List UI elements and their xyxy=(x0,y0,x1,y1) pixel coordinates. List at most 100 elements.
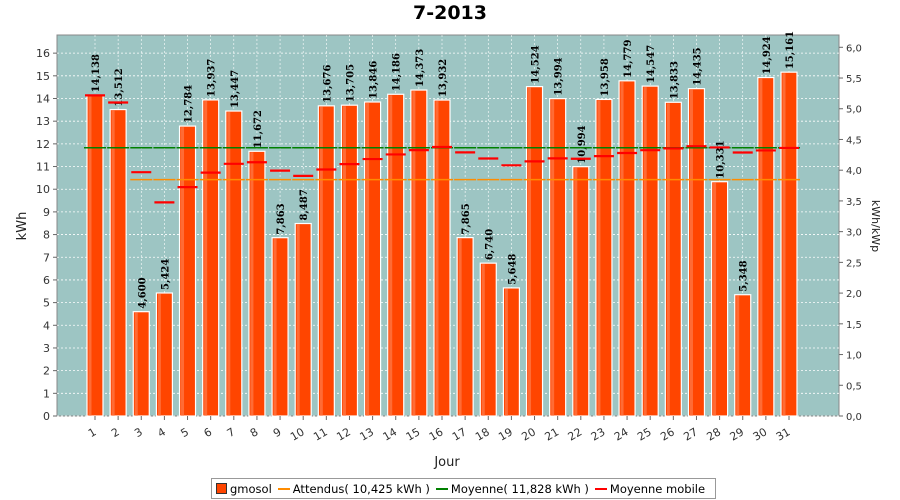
x-axis-title: Jour xyxy=(433,455,460,470)
data-label-3: 4,600 xyxy=(137,277,148,308)
tick-label-x-15: 15 xyxy=(404,425,423,443)
bar-highlight xyxy=(319,106,323,417)
tick-label-y-left: 16 xyxy=(36,47,50,60)
legend-label-moyenne-mobile: Moyenne mobile xyxy=(609,481,706,496)
tick-label-y-left: 15 xyxy=(36,70,50,83)
data-label-8: 11,672 xyxy=(253,110,264,148)
data-label-13: 13,846 xyxy=(369,61,380,99)
data-label-28: 10,331 xyxy=(716,140,727,178)
tick-label-y-right: 6,0 xyxy=(846,43,862,54)
data-label-19: 5,648 xyxy=(507,254,518,285)
bar-highlight xyxy=(597,100,601,416)
data-label-24: 14,779 xyxy=(623,40,634,78)
bar-highlight xyxy=(366,102,370,417)
bar-highlight xyxy=(435,101,439,416)
tick-label-x-17: 17 xyxy=(450,425,469,443)
tick-label-x-24: 24 xyxy=(612,425,631,443)
bar-highlight xyxy=(204,100,208,417)
legend-swatch-attendus xyxy=(277,487,290,490)
tick-label-x-14: 14 xyxy=(381,425,400,443)
bar-highlight xyxy=(782,73,786,417)
bar-highlight xyxy=(736,295,740,416)
data-label-6: 13,937 xyxy=(207,59,218,97)
data-label-26: 13,833 xyxy=(669,61,680,99)
tick-label-x-28: 28 xyxy=(704,425,723,443)
data-label-2: 13,512 xyxy=(114,68,125,106)
tick-label-x-9: 9 xyxy=(271,425,284,440)
data-label-29: 5,348 xyxy=(739,260,750,291)
bar-highlight xyxy=(273,238,277,416)
tick-label-y-left: 6 xyxy=(43,274,50,287)
data-label-15: 14,373 xyxy=(415,49,426,87)
tick-label-y-left: 2 xyxy=(43,365,50,378)
legend-label-gmosol: gmosol xyxy=(230,481,272,496)
chart-title: 7-2013 xyxy=(413,2,487,24)
data-label-30: 14,924 xyxy=(762,36,773,74)
legend-item-attendus: Attendus( 10,425 kWh ) xyxy=(277,481,430,496)
tick-label-x-7: 7 xyxy=(225,425,238,440)
tick-label-y-left: 11 xyxy=(36,161,50,174)
tick-label-x-12: 12 xyxy=(334,425,353,443)
tick-label-y-left: 4 xyxy=(43,319,50,332)
tick-label-y-right: 0,5 xyxy=(846,381,862,392)
bar-highlight xyxy=(551,99,555,416)
tick-label-y-left: 0 xyxy=(43,410,50,423)
bar-highlight xyxy=(666,103,670,416)
bar-highlight xyxy=(504,288,508,416)
tick-label-y-left: 3 xyxy=(43,342,50,355)
bar-highlight xyxy=(134,312,138,416)
data-label-16: 13,932 xyxy=(438,59,449,97)
tick-label-y-right: 0,0 xyxy=(846,412,862,423)
tick-label-y-right: 4,5 xyxy=(846,135,862,146)
legend: gmosol Attendus( 10,425 kWh ) Moyenne( 1… xyxy=(211,478,717,499)
data-label-9: 7,863 xyxy=(276,203,287,234)
tick-label-x-21: 21 xyxy=(543,425,562,443)
tick-label-x-11: 11 xyxy=(311,425,330,443)
y-axis-title-left: kWh xyxy=(15,212,30,241)
legend-swatch-moyenne xyxy=(435,487,448,490)
data-label-7: 13,447 xyxy=(230,70,241,108)
bar-highlight xyxy=(458,238,462,416)
tick-label-y-left: 14 xyxy=(36,93,50,106)
tick-label-x-13: 13 xyxy=(357,425,376,443)
bar-highlight xyxy=(412,91,416,416)
bar-highlight xyxy=(574,167,578,416)
tick-label-y-right: 5,0 xyxy=(846,105,862,116)
tick-label-x-27: 27 xyxy=(681,425,700,443)
data-label-5: 12,784 xyxy=(184,85,195,123)
bar-highlight xyxy=(296,224,300,416)
tick-label-y-left: 9 xyxy=(43,206,50,219)
tick-label-x-2: 2 xyxy=(109,425,122,440)
tick-label-x-6: 6 xyxy=(202,425,215,440)
bar-highlight xyxy=(643,87,647,416)
tick-label-y-right: 5,5 xyxy=(846,74,862,85)
bar-highlight xyxy=(342,106,346,416)
tick-label-y-right: 3,0 xyxy=(846,228,862,239)
tick-label-x-30: 30 xyxy=(751,425,770,443)
bar-highlight xyxy=(250,152,254,416)
data-label-12: 13,705 xyxy=(345,64,356,102)
tick-label-y-right: 1,0 xyxy=(846,351,862,362)
data-label-20: 14,524 xyxy=(531,45,542,83)
data-label-10: 8,487 xyxy=(299,189,310,220)
bar-highlight xyxy=(689,89,693,416)
tick-label-x-1: 1 xyxy=(86,425,99,440)
legend-label-attendus: Attendus( 10,425 kWh ) xyxy=(292,481,430,496)
data-label-4: 5,424 xyxy=(160,259,171,290)
tick-label-y-left: 13 xyxy=(36,115,50,128)
legend-swatch-moyenne-mobile xyxy=(594,487,607,490)
tick-label-x-22: 22 xyxy=(566,425,585,443)
bar-highlight xyxy=(157,293,161,416)
tick-label-x-8: 8 xyxy=(248,425,261,440)
tick-label-y-left: 7 xyxy=(43,251,50,264)
data-label-23: 13,958 xyxy=(600,58,611,96)
tick-label-x-3: 3 xyxy=(132,425,145,440)
tick-label-x-20: 20 xyxy=(519,425,538,443)
bar-highlight xyxy=(227,112,231,416)
legend-item-moyenne-mobile: Moyenne mobile xyxy=(594,481,706,496)
data-label-21: 13,994 xyxy=(554,57,565,95)
legend-swatch-gmosol xyxy=(216,483,227,494)
legend-label-moyenne: Moyenne( 11,828 kWh ) xyxy=(450,481,589,496)
tick-label-y-left: 10 xyxy=(36,183,50,196)
